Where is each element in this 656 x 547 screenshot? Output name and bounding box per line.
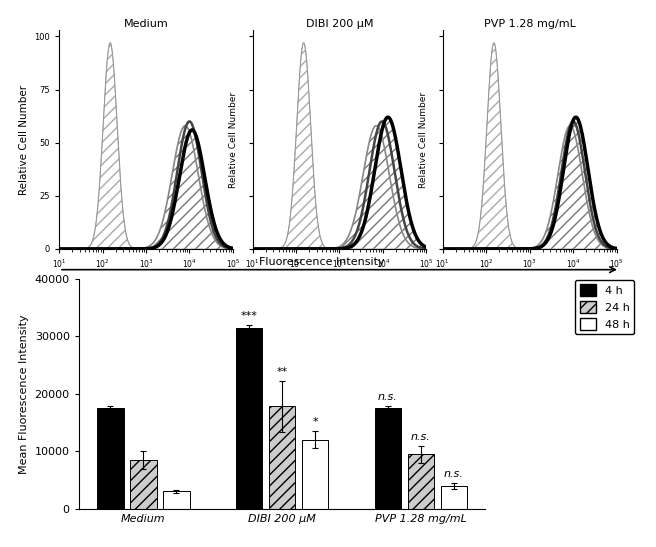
- Bar: [302, 440, 328, 509]
- Y-axis label: Mean Fluorescence Intensity: Mean Fluorescence Intensity: [19, 314, 29, 474]
- Bar: [375, 408, 401, 509]
- Title: Medium: Medium: [123, 19, 169, 30]
- Bar: [236, 328, 262, 509]
- Bar: [97, 408, 123, 509]
- Text: ***: ***: [241, 311, 258, 321]
- Text: n.s.: n.s.: [411, 432, 430, 441]
- Title: DIBI 200 μM: DIBI 200 μM: [306, 19, 373, 30]
- Text: Fluorescence Intensity: Fluorescence Intensity: [258, 257, 384, 267]
- Y-axis label: Relative Cell Number: Relative Cell Number: [419, 91, 428, 188]
- Title: PVP 1.28 mg/mL: PVP 1.28 mg/mL: [483, 19, 576, 30]
- Bar: [269, 406, 295, 509]
- Bar: [407, 454, 434, 509]
- Bar: [163, 491, 190, 509]
- Y-axis label: Relative Cell Number: Relative Cell Number: [229, 91, 238, 188]
- Y-axis label: Relative Cell Number: Relative Cell Number: [19, 84, 29, 195]
- Text: **: **: [276, 366, 288, 377]
- Bar: [131, 460, 157, 509]
- Text: n.s.: n.s.: [444, 469, 464, 479]
- Bar: [441, 486, 467, 509]
- Text: n.s.: n.s.: [378, 392, 398, 402]
- Legend: 4 h, 24 h, 48 h: 4 h, 24 h, 48 h: [575, 280, 634, 334]
- Text: *: *: [312, 417, 318, 427]
